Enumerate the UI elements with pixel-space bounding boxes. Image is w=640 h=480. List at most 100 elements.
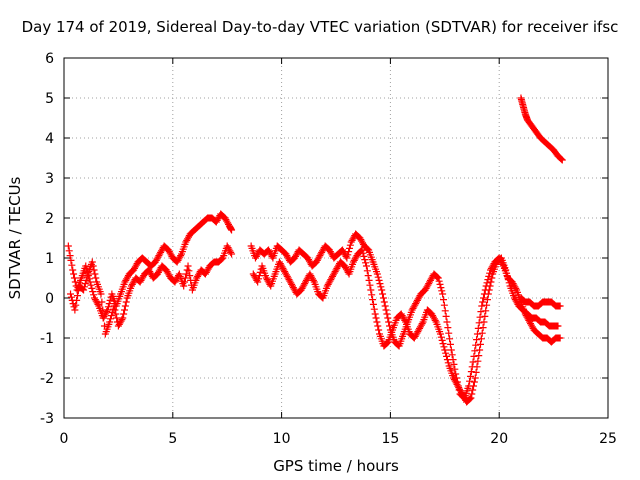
data-point — [381, 302, 389, 310]
data-point — [482, 307, 490, 315]
data-point — [486, 282, 494, 290]
data-point — [343, 254, 351, 262]
data-point — [373, 270, 381, 278]
data-point — [439, 296, 447, 304]
data-point — [437, 284, 445, 292]
data-point — [557, 155, 565, 163]
data-point — [481, 312, 489, 320]
data-point — [445, 329, 453, 337]
data-point — [186, 272, 194, 280]
data-point — [452, 370, 460, 378]
data-point — [90, 266, 98, 274]
data-point — [184, 262, 192, 270]
data-point — [361, 256, 369, 264]
data-point — [485, 286, 493, 294]
data-point — [439, 340, 447, 348]
data-point — [363, 267, 371, 275]
data-point — [476, 313, 484, 321]
data-point — [70, 303, 78, 311]
data-point — [479, 298, 487, 306]
data-point — [88, 284, 96, 292]
data-point — [466, 372, 474, 380]
data-point — [345, 244, 353, 252]
y-axis-label: SDTVAR / TECUs — [6, 176, 24, 299]
data-point — [473, 330, 481, 338]
series-track-b — [67, 242, 236, 338]
y-tick-label: 1 — [45, 251, 54, 267]
data-point — [119, 314, 127, 322]
data-point — [470, 378, 478, 386]
x-tick-label: 0 — [60, 431, 69, 447]
data-point — [472, 341, 480, 349]
data-points — [64, 94, 566, 406]
data-point — [473, 336, 481, 344]
data-point — [120, 310, 128, 318]
data-point — [359, 249, 367, 257]
data-point — [70, 274, 78, 282]
data-point — [447, 346, 455, 354]
data-point — [362, 259, 370, 267]
y-tick-label: -3 — [40, 411, 54, 427]
data-point — [374, 273, 382, 281]
data-point — [358, 246, 366, 254]
y-tick-label: -1 — [40, 331, 54, 347]
data-point — [122, 298, 130, 306]
data-point — [442, 349, 450, 357]
chart-title: Day 174 of 2019, Sidereal Day-to-day VTE… — [22, 18, 619, 36]
y-tick-label: 5 — [45, 91, 54, 107]
data-point — [92, 274, 100, 282]
data-point — [67, 256, 75, 264]
data-point — [254, 278, 262, 286]
data-point — [98, 298, 106, 306]
data-point — [466, 377, 474, 385]
data-point — [475, 352, 483, 360]
data-point — [441, 346, 449, 354]
data-point — [478, 302, 486, 310]
data-point — [476, 346, 484, 354]
data-point — [100, 314, 108, 322]
data-point — [379, 290, 387, 298]
data-point — [503, 272, 511, 280]
series-track-e — [517, 294, 564, 310]
data-point — [477, 308, 485, 316]
data-point — [66, 252, 74, 260]
data-point — [383, 310, 391, 318]
data-point — [477, 335, 485, 343]
data-point — [185, 267, 193, 275]
data-point — [468, 390, 476, 398]
data-point — [443, 356, 451, 364]
data-point — [70, 270, 78, 278]
data-point — [88, 258, 96, 266]
data-point — [439, 290, 447, 298]
data-point — [382, 306, 390, 314]
data-point — [104, 303, 112, 311]
data-point — [68, 261, 76, 269]
data-point — [364, 272, 372, 280]
data-point — [120, 306, 128, 314]
data-point — [438, 336, 446, 344]
data-point — [345, 248, 353, 256]
data-point — [471, 374, 479, 382]
data-point — [64, 242, 72, 250]
data-point — [370, 305, 378, 313]
x-tick-label: 20 — [490, 431, 508, 447]
data-point — [82, 276, 90, 284]
data-point — [385, 318, 393, 326]
x-axis-label: GPS time / hours — [273, 457, 399, 475]
data-point — [67, 290, 75, 298]
data-point — [227, 248, 235, 256]
data-point — [469, 386, 477, 394]
data-point — [448, 351, 456, 359]
data-point — [82, 262, 90, 270]
data-point — [466, 395, 474, 403]
data-point — [436, 280, 444, 288]
data-point — [87, 281, 95, 289]
data-point — [90, 291, 98, 299]
data-point — [107, 315, 115, 323]
data-point — [435, 277, 443, 285]
data-point — [558, 156, 566, 164]
data-point — [371, 310, 379, 318]
data-point — [505, 279, 513, 287]
data-point — [479, 324, 487, 332]
y-tick-label: 4 — [45, 131, 54, 147]
